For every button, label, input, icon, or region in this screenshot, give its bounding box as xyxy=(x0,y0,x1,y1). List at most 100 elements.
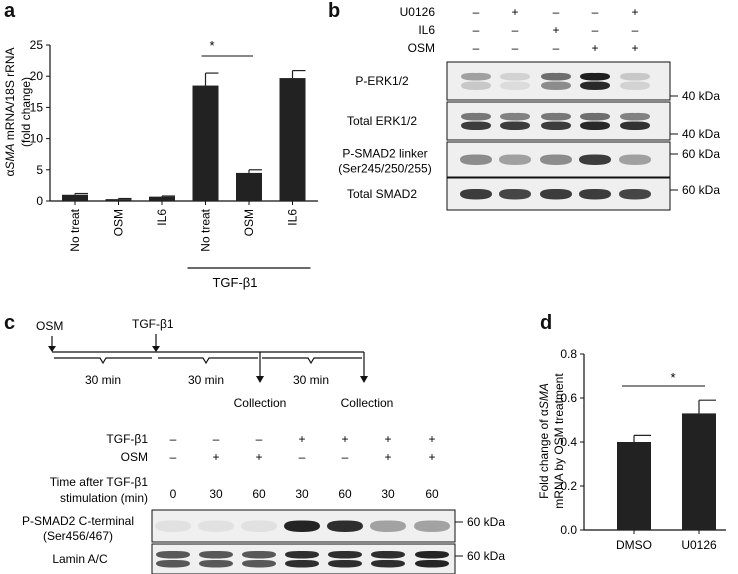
b-blot-label: Total SMAD2 xyxy=(347,187,417,201)
b-band xyxy=(499,188,531,200)
a-ytick-label: 20 xyxy=(30,69,44,83)
b-band xyxy=(541,121,571,131)
b-band xyxy=(620,121,650,131)
c-band xyxy=(415,559,449,568)
b-treatment-sign: + xyxy=(631,5,638,19)
c-band xyxy=(371,559,405,568)
c-blot-label: (Ser456/467) xyxy=(43,529,113,543)
d-category-label: U0126 xyxy=(681,538,717,552)
b-band xyxy=(580,121,610,131)
a-category-label: OSM xyxy=(112,209,126,236)
b-treatment-sign: – xyxy=(592,5,599,19)
d-ytick-label: 0.6 xyxy=(560,391,577,405)
c-band xyxy=(199,550,233,559)
c-band xyxy=(284,520,320,532)
c-row-label: OSM xyxy=(121,450,148,464)
a-bar xyxy=(149,196,175,201)
c-band xyxy=(241,520,277,532)
b-band xyxy=(500,72,530,81)
b-treatment-sign: + xyxy=(511,5,518,19)
b-marker-label: 60 kDa xyxy=(682,147,720,161)
c-time-label: Time after TGF-β1 xyxy=(50,475,149,489)
c-band xyxy=(328,559,362,568)
b-band xyxy=(460,188,492,200)
b-treatment-sign: – xyxy=(553,5,560,19)
a-ytick-label: 5 xyxy=(36,163,43,177)
b-blot-label: Total ERK1/2 xyxy=(347,114,417,128)
b-treatment-sign: – xyxy=(512,41,519,55)
c-band xyxy=(242,559,276,568)
c-row-sign: + xyxy=(428,450,435,464)
d-ytick-label: 0.2 xyxy=(560,479,577,493)
b-treatment-sign: + xyxy=(591,41,598,55)
a-ytick-label: 0 xyxy=(36,194,43,208)
b-band xyxy=(460,154,492,165)
c-band xyxy=(156,559,190,568)
c-marker-label: 60 kDa xyxy=(467,549,505,563)
b-blot-frame xyxy=(446,101,671,141)
b-marker-label: 40 kDa xyxy=(682,89,720,103)
c-time-value: 60 xyxy=(252,487,266,501)
c-band xyxy=(155,520,191,532)
c-band xyxy=(285,559,319,568)
b-treatment-sign: – xyxy=(632,23,639,37)
b-treatment-label: OSM xyxy=(408,41,435,55)
b-band xyxy=(579,154,611,165)
c-row-sign: – xyxy=(170,432,177,446)
b-treatment-sign: – xyxy=(473,23,480,37)
a-category-label: IL6 xyxy=(286,209,300,226)
c-row-label: TGF-β1 xyxy=(106,432,148,446)
panel-a-chart: 0 5 10 15 20 25 No treat OSM IL6 No treat OSM IL6 α… xyxy=(3,38,318,290)
a-category-label: IL6 xyxy=(155,209,169,226)
b-treatment-sign: – xyxy=(592,23,599,37)
c-row-sign: + xyxy=(255,450,262,464)
c-collection-2: Collection xyxy=(341,396,394,410)
b-band xyxy=(620,81,650,91)
a-bar xyxy=(192,85,219,201)
c-row-sign: + xyxy=(384,450,391,464)
d-bar xyxy=(617,442,651,530)
b-band xyxy=(540,188,572,200)
b-treatment-sign: + xyxy=(552,23,559,37)
c-row-sign: + xyxy=(212,450,219,464)
b-band xyxy=(620,72,650,81)
b-band xyxy=(461,81,491,91)
a-category-label: No treat xyxy=(199,208,213,251)
d-ylabel-1: Fold change of αSMA xyxy=(537,383,551,499)
c-timeline xyxy=(48,334,368,383)
a-bar xyxy=(236,172,262,201)
b-band xyxy=(619,154,651,165)
c-band xyxy=(285,550,319,559)
b-treatment-sign: – xyxy=(473,5,480,19)
panel-label-c: c xyxy=(4,312,16,334)
b-blot-label: P-ERK1/2 xyxy=(355,74,409,88)
c-blot-frame xyxy=(151,543,456,574)
a-group-label: TGF-β1 xyxy=(212,275,257,290)
d-significance: * xyxy=(670,370,675,385)
b-band xyxy=(461,72,491,81)
b-treatment-sign: – xyxy=(512,23,519,37)
a-ylabel-1: αSMA mRNA/18S rRNA xyxy=(3,48,17,177)
b-treatment-label: U0126 xyxy=(400,5,436,19)
d-ytick-label: 0.4 xyxy=(560,435,577,449)
a-bar xyxy=(105,199,132,201)
b-marker-label: 40 kDa xyxy=(682,127,720,141)
panel-c: OSM TGF-β1 30 min 30 min 30 min Collecti… xyxy=(22,317,505,574)
c-interval-2: 30 min xyxy=(188,373,224,387)
b-marker-label: 60 kDa xyxy=(682,183,720,197)
c-band xyxy=(156,550,190,559)
b-band xyxy=(500,81,530,91)
c-row-sign: – xyxy=(299,450,306,464)
c-interval-1: 30 min xyxy=(85,373,121,387)
b-blot-label: P-SMAD2 linker xyxy=(342,147,427,161)
c-band xyxy=(415,550,449,559)
panel-label-a: a xyxy=(4,0,16,22)
b-band xyxy=(619,188,651,200)
b-blot-label: (Ser245/250/255) xyxy=(338,162,431,176)
c-row-sign: – xyxy=(342,450,349,464)
b-band xyxy=(580,81,610,91)
d-ytick-label: 0.0 xyxy=(560,523,577,537)
c-row-sign: – xyxy=(170,450,177,464)
b-band xyxy=(579,188,611,200)
d-bar xyxy=(682,413,716,530)
